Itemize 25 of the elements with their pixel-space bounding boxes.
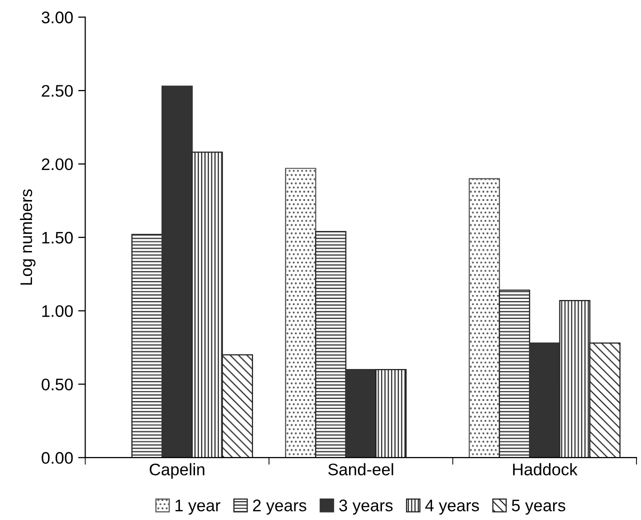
bar: [468, 178, 500, 458]
legend-label: 2 years: [253, 500, 306, 515]
legend-label: 5 years: [512, 500, 566, 515]
legend-label: 4 years: [425, 500, 479, 515]
bar: [345, 368, 377, 458]
y-tick-label: 2.50: [42, 84, 73, 97]
bar: [162, 86, 193, 458]
x-tick-label: Sand-eel: [328, 463, 394, 476]
y-tick-label: 0.50: [42, 378, 73, 390]
x-tick-label: Haddock: [513, 463, 578, 476]
bar: [284, 168, 316, 458]
bar: [315, 230, 346, 458]
bar: [375, 368, 407, 458]
y-tick-label: 1.50: [42, 232, 73, 244]
x-tick-label: Capelin: [150, 463, 204, 479]
y-tick-label: 1.00: [42, 305, 73, 317]
bar: [131, 234, 163, 458]
bar: [498, 290, 530, 458]
bar: [529, 342, 560, 458]
y-tick-label: 0.00: [42, 452, 73, 464]
y-axis-title: Log numbers: [20, 189, 36, 285]
y-tick-label: 2.00: [42, 158, 73, 170]
legend-label: 3 years: [339, 500, 393, 515]
y-tick-label: 3.00: [42, 12, 73, 24]
legend-label: 1 year: [176, 500, 220, 515]
